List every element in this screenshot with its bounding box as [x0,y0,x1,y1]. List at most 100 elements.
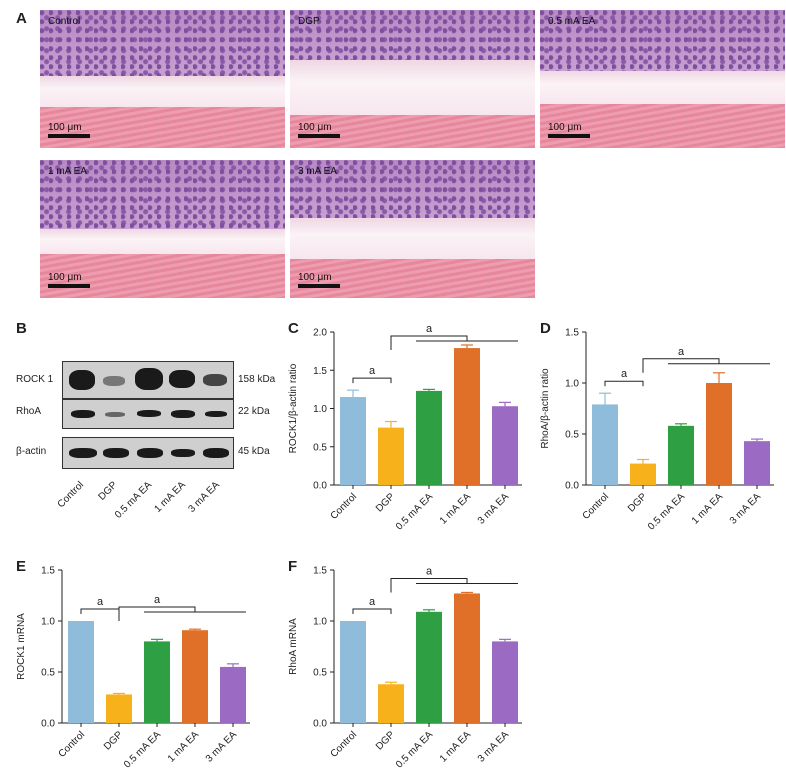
x-tick-label: DGP [374,729,397,752]
blot-size-label: 158 kDa [238,374,276,385]
scale-bar-label: 100 μm [48,272,82,283]
bar [630,463,656,485]
blot-lane-label: DGP [96,479,120,503]
histology-image-dgp: DGP 100 μm [290,10,535,148]
bar [706,383,732,485]
significance-label: a [426,323,433,335]
bar [182,630,208,723]
significance-label: a [369,365,376,377]
y-tick-label: 0.5 [313,442,327,453]
significance-label: a [426,565,433,577]
histology-label: 1 mA EA [48,166,87,177]
significance-bracket [352,377,392,384]
panel-letter-a: A [16,10,27,27]
histology-image-control: Control 100 μm [40,10,285,148]
y-tick-label: 0.5 [565,430,579,441]
significance-bracket [390,335,468,350]
bar [340,397,366,485]
y-tick-label: 0.0 [41,719,55,730]
histology-label: 3 mA EA [298,166,337,177]
significance-label: a [154,594,161,606]
blot-size-label: 45 kDa [238,446,270,457]
significance-bracket [642,358,720,373]
y-tick-label: 0.0 [313,719,327,730]
significance-bracket [352,608,392,614]
bar [454,348,480,485]
blot-row-label: RhoA [16,406,42,417]
x-tick-label: 1 mA EA [438,729,474,765]
y-tick-label: 1.5 [313,366,327,377]
significance-bracket [604,380,644,387]
x-tick-label: 0.5 mA EA [394,729,435,770]
x-tick-label: 1 mA EA [690,491,726,527]
histology-label: 0.5 mA EA [548,16,596,27]
scale-bar-label: 100 μm [298,272,332,283]
y-tick-label: 0.0 [565,481,579,492]
x-tick-label: 3 mA EA [204,729,240,765]
x-tick-label: Control [329,491,360,522]
scale-bar [48,134,90,138]
bar [106,694,132,723]
blot-size-label: 22 kDa [238,406,270,417]
y-tick-label: 1.0 [313,617,327,628]
blot-strip-beta-actin [62,437,234,469]
x-tick-label: 3 mA EA [728,491,764,527]
y-tick-label: 1.0 [313,404,327,415]
x-tick-label: Control [581,491,612,522]
x-tick-label: 0.5 mA EA [646,491,687,532]
scale-bar [298,134,340,138]
y-tick-label: 0.5 [313,668,327,679]
x-tick-label: 1 mA EA [438,491,474,527]
bar [592,404,618,485]
x-tick-label: DGP [102,729,125,752]
chart-d: 0.0 0.5 1.0 1.5 RhoA/β-actin ratio Control DGP… [540,328,774,533]
blot-row-label: ROCK 1 [16,374,54,385]
bar [68,621,94,723]
significance-bracket [80,608,120,614]
scale-bar [298,284,340,288]
blot-lane-label: Control [55,479,86,511]
blot-strip-rock1 [62,361,234,399]
histology-label: Control [48,16,81,27]
bar [340,621,366,723]
y-tick-label: 1.5 [41,566,55,577]
bar [416,390,442,485]
y-axis-label: ROCK1/β-actin ratio [288,363,299,453]
scale-bar [48,284,90,288]
panel-letter-f: F [288,558,298,575]
bar [744,441,770,485]
y-tick-label: 1.0 [565,379,579,390]
histology-label: DGP [298,16,320,27]
histology-image-0-5ma: 0.5 mA EA 100 μm [540,10,785,148]
bar [454,593,480,723]
scale-bar-label: 100 μm [298,122,332,133]
histology-image-3ma: 3 mA EA 100 μm [290,160,535,298]
x-tick-label: Control [329,729,360,760]
scale-bar-label: 100 μm [48,122,82,133]
x-tick-label: DGP [626,491,649,514]
bar [492,406,518,485]
bar [144,641,170,723]
bar [220,666,246,723]
scale-bar-label: 100 μm [548,122,582,133]
x-tick-label: 1 mA EA [166,729,202,765]
blot-lane-label: 1 mA EA [152,479,188,515]
panel-letter-b: B [16,320,27,337]
bar [378,684,404,723]
y-axis-label: RhoA mRNA [288,618,299,675]
significance-label: a [369,596,376,608]
x-tick-label: 0.5 mA EA [122,729,163,770]
y-tick-label: 2.0 [313,328,327,339]
bar [492,641,518,723]
x-tick-label: 3 mA EA [476,491,512,527]
x-tick-label: DGP [374,491,397,514]
significance-bracket [118,606,196,621]
panel-letter-d: D [540,320,551,337]
y-axis-label: ROCK1 mRNA [16,613,27,680]
y-tick-label: 0.5 [41,668,55,679]
histology-image-1ma: 1 mA EA 100 μm [40,160,285,298]
y-tick-label: 1.5 [313,566,327,577]
significance-bracket [390,577,468,593]
blot-row-label: β-actin [16,446,47,457]
